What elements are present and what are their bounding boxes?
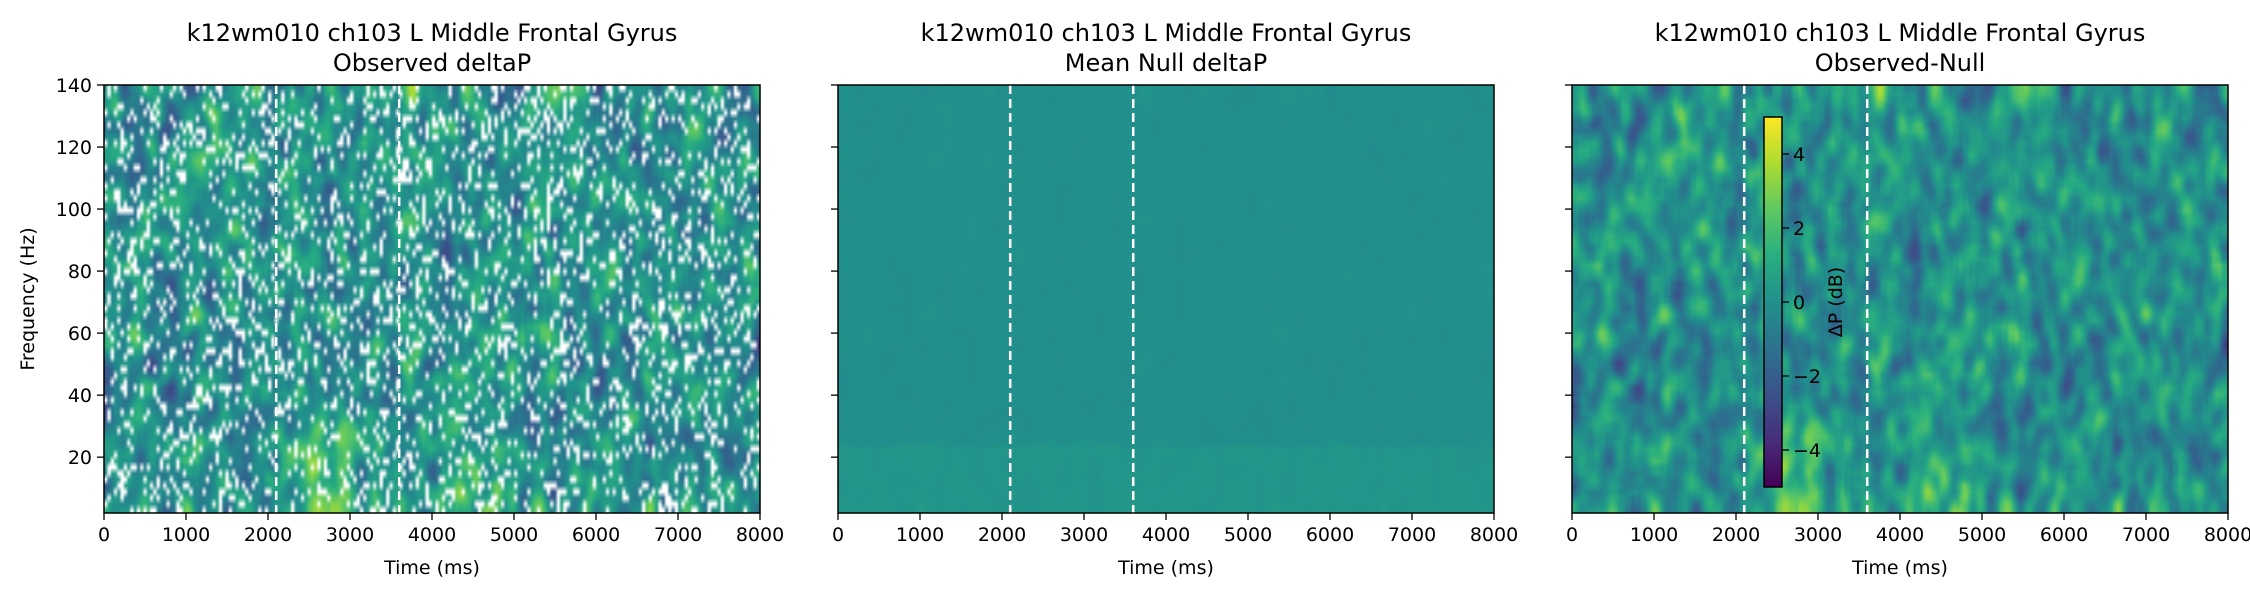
x-axis: 0 1000 2000 3000 4000 5000 6000 7000 8000 (98, 513, 784, 546)
x-tick-label: 2000 (978, 524, 1026, 546)
panel-subtitle: Mean Null deltaP (1065, 49, 1267, 77)
colorbar: 4 2 0 −2 −4 ΔP (dB) (1763, 116, 1847, 488)
x-tick-label: 0 (832, 524, 844, 546)
event-lines (1742, 85, 1869, 513)
panel-title: k12wm010 ch103 L Middle Frontal Gyrus (187, 19, 678, 47)
panel-observed: k12wm010 ch103 L Middle Frontal Gyrus Ob… (17, 19, 784, 579)
colorbar-gradient (1763, 116, 1783, 488)
x-tick-label: 5000 (490, 524, 538, 546)
y-tick-label: 20 (68, 447, 92, 469)
colorbar-tick-label: 0 (1793, 292, 1805, 314)
x-tick-label: 8000 (1470, 524, 1518, 546)
panel-subtitle: Observed-Null (1815, 49, 1986, 77)
x-tick-label: 0 (98, 524, 110, 546)
x-tick-label: 7000 (654, 524, 702, 546)
x-tick-label: 8000 (736, 524, 784, 546)
x-tick-label: 1000 (162, 524, 210, 546)
x-tick-label: 7000 (1388, 524, 1436, 546)
x-tick-label: 3000 (1060, 524, 1108, 546)
panel-observed-minus-null: k12wm010 ch103 L Middle Frontal Gyrus Ob… (1565, 19, 2250, 579)
x-tick-label: 5000 (1958, 524, 2006, 546)
colorbar-tick-label: −4 (1793, 440, 1821, 462)
y-tick-label: 140 (56, 75, 92, 97)
panel-title: k12wm010 ch103 L Middle Frontal Gyrus (1655, 19, 2146, 47)
x-tick-label: 5000 (1224, 524, 1272, 546)
panel-subtitle: Observed deltaP (333, 49, 531, 77)
y-tick-label: 40 (68, 385, 92, 407)
x-axis-label: Time (ms) (1117, 557, 1214, 579)
x-tick-label: 8000 (2204, 524, 2250, 546)
panel-null: k12wm010 ch103 L Middle Frontal Gyrus Me… (831, 19, 1518, 579)
colorbar-label: ΔP (dB) (1825, 267, 1847, 337)
colorbar-tick-label: 4 (1793, 144, 1805, 166)
y-tick-label: 100 (56, 199, 92, 221)
x-axis: 0 1000 2000 3000 4000 5000 6000 7000 8000 (1566, 513, 2250, 546)
x-tick-label: 4000 (1876, 524, 1924, 546)
x-axis-label: Time (ms) (1851, 557, 1948, 579)
x-axis: 0 1000 2000 3000 4000 5000 6000 7000 8000 (832, 513, 1518, 546)
x-tick-label: 1000 (896, 524, 944, 546)
x-tick-label: 6000 (2040, 524, 2088, 546)
x-tick-label: 2000 (1712, 524, 1760, 546)
event-lines (1008, 85, 1135, 513)
colorbar-tick-label: 2 (1793, 218, 1805, 240)
y-axis (1565, 84, 1572, 458)
x-tick-label: 7000 (2122, 524, 2170, 546)
heatmap-image (104, 85, 760, 513)
x-tick-label: 6000 (572, 524, 620, 546)
x-tick-label: 4000 (408, 524, 456, 546)
event-lines (274, 85, 401, 513)
y-axis (831, 84, 838, 458)
x-tick-label: 3000 (326, 524, 374, 546)
y-axis: 20 40 60 80 100 120 140 (56, 75, 104, 469)
x-tick-label: 6000 (1306, 524, 1354, 546)
x-tick-label: 1000 (1630, 524, 1678, 546)
y-axis-label: Frequency (Hz) (17, 227, 39, 370)
x-tick-label: 3000 (1794, 524, 1842, 546)
heatmap-image (838, 85, 1494, 513)
x-tick-label: 0 (1566, 524, 1578, 546)
heatmap-image (1572, 85, 2228, 513)
x-tick-label: 2000 (244, 524, 292, 546)
y-tick-label: 60 (68, 323, 92, 345)
y-tick-label: 120 (56, 137, 92, 159)
panel-title: k12wm010 ch103 L Middle Frontal Gyrus (921, 19, 1412, 47)
colorbar-tick-label: −2 (1793, 366, 1821, 388)
colorbar-ticks: 4 2 0 −2 −4 (1782, 144, 1821, 462)
x-tick-label: 4000 (1142, 524, 1190, 546)
x-axis-label: Time (ms) (383, 557, 480, 579)
y-tick-label: 80 (68, 261, 92, 283)
